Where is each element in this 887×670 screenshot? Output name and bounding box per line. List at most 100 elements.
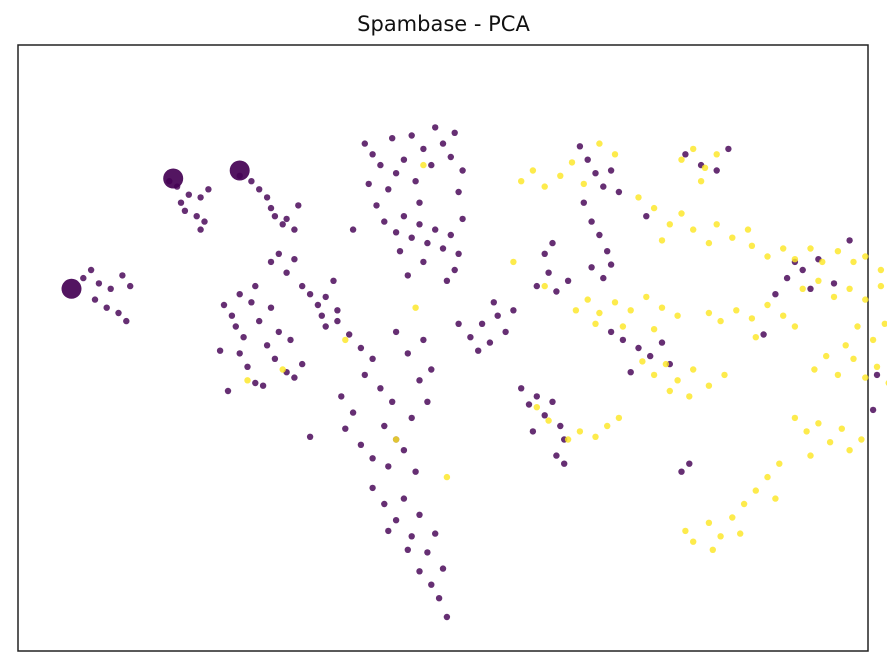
scatter-point-series-0-188	[830, 280, 838, 287]
scatter-point-series-0-202	[236, 291, 243, 298]
scatter-point-series-1-13	[690, 226, 697, 233]
scatter-point-series-1-85	[815, 420, 822, 427]
scatter-point-series-0-168	[596, 231, 603, 239]
scatter-point-series-0-15	[193, 213, 200, 220]
scatter-point-series-0-92	[459, 215, 466, 223]
scatter-point-series-0-185	[772, 291, 779, 298]
scatter-point-series-0-83	[392, 229, 400, 236]
scatter-point-series-0-154	[549, 398, 556, 405]
scatter-point-series-0-35	[244, 363, 251, 370]
scatter-point-series-0-128	[424, 549, 431, 556]
scatter-point-series-0-142	[502, 328, 509, 336]
scatter-point-series-1-54	[815, 277, 822, 284]
scatter-point-series-0-141	[494, 312, 501, 319]
scatter-point-series-0-135	[404, 546, 411, 553]
scatter-point-series-0-82	[381, 218, 388, 225]
scatter-point-series-1-89	[858, 436, 865, 443]
scatter-point-series-0-59	[330, 277, 337, 284]
scatter-point-series-1-57	[862, 296, 869, 303]
scatter-point-series-1-29	[834, 248, 842, 255]
scatter-point-series-1-75	[873, 363, 881, 370]
scatter-point-series-0-138	[467, 334, 474, 341]
scatter-point-series-0-129	[432, 530, 439, 537]
scatter-point-series-1-0	[518, 178, 525, 185]
scatter-point-series-1-28	[819, 258, 826, 266]
scatter-point-series-1-63	[662, 360, 670, 368]
scatter-point-series-1-104	[752, 487, 759, 494]
scatter-point-series-1-35	[584, 296, 591, 303]
scatter-point-series-0-31	[228, 312, 236, 319]
scatter-point-series-0-161	[584, 156, 591, 163]
scatter-point-series-0-63	[369, 151, 376, 158]
cluster-marker-2	[229, 160, 250, 181]
scatter-point-series-1-97	[533, 404, 540, 411]
scatter-point-series-0-96	[404, 272, 411, 279]
scatter-point-series-0-58	[318, 312, 325, 319]
scatter-point-series-0-106	[338, 393, 345, 400]
scatter-point-series-1-72	[834, 371, 842, 379]
scatter-point-series-1-56	[846, 285, 853, 292]
scatter-point-series-0-118	[420, 336, 427, 344]
scatter-point-series-0-159	[561, 460, 568, 467]
scatter-point-series-0-23	[263, 194, 271, 201]
scatter-point-series-1-51	[791, 323, 799, 330]
scatter-point-series-0-122	[369, 484, 376, 492]
scatter-point-series-0-179	[627, 369, 634, 376]
scatter-point-series-0-167	[588, 218, 595, 225]
scatter-point-series-0-100	[357, 344, 365, 352]
scatter-point-series-1-106	[772, 495, 779, 502]
scatter-point-series-0-22	[256, 186, 263, 193]
scatter-point-series-0-89	[439, 245, 447, 252]
scatter-point-series-1-11	[658, 237, 666, 244]
scatter-point-series-0-130	[439, 565, 447, 572]
scatter-point-series-0-102	[361, 371, 368, 379]
scatter-point-series-0-173	[607, 328, 615, 336]
scatter-point-series-1-16	[729, 234, 736, 241]
scatter-point-series-0-19	[197, 226, 204, 233]
scatter-point-series-1-20	[701, 164, 709, 171]
scatter-point-series-0-52	[283, 269, 290, 276]
scatter-point-series-1-96	[545, 417, 552, 424]
scatter-point-series-1-121	[510, 258, 517, 266]
scatter-point-series-0-8	[123, 317, 130, 325]
scatter-point-series-0-175	[635, 344, 642, 352]
scatter-point-series-0-124	[392, 517, 400, 524]
scatter-point-series-1-70	[811, 366, 818, 373]
scatter-point-series-0-165	[615, 188, 623, 196]
scatter-point-series-1-4	[568, 159, 576, 166]
scatter-point-series-0-91	[455, 250, 462, 257]
scatter-point-series-1-36	[596, 309, 603, 317]
scatter-point-series-0-104	[389, 398, 396, 405]
scatter-point-series-0-68	[408, 132, 415, 139]
scatter-point-series-0-34	[236, 350, 243, 357]
scatter-point-series-0-13	[181, 207, 189, 214]
scatter-point-series-0-101	[369, 355, 376, 362]
scatter-point-series-0-97	[443, 277, 451, 284]
scatter-point-series-0-123	[381, 500, 388, 508]
scatter-point-series-0-186	[783, 274, 791, 282]
scatter-point-series-1-112	[881, 320, 887, 327]
scatter-point-series-0-187	[799, 266, 806, 274]
scatter-point-series-0-133	[443, 613, 451, 621]
scatter-point-series-0-60	[322, 323, 329, 330]
scatter-point-series-0-88	[432, 226, 439, 233]
scatter-point-series-0-149	[564, 277, 572, 284]
scatter-point-series-1-118	[392, 436, 400, 443]
scatter-point-series-0-29	[295, 202, 302, 209]
scatter-point-series-0-112	[385, 463, 392, 470]
scatter-point-series-1-17	[744, 226, 752, 233]
scatter-point-series-0-166	[580, 199, 587, 206]
scatter-point-series-0-192	[807, 285, 814, 292]
scatter-point-series-0-79	[385, 186, 392, 193]
scatter-point-series-1-19	[690, 145, 697, 153]
scatter-point-series-1-92	[576, 428, 584, 435]
scatter-point-series-0-36	[252, 379, 259, 387]
scatter-point-series-0-5	[107, 285, 114, 292]
scatter-point-series-1-122	[420, 161, 427, 169]
scatter-point-series-0-67	[400, 156, 408, 163]
scatter-point-series-0-201	[306, 433, 314, 440]
scatter-point-series-0-99	[346, 331, 353, 338]
scatter-point-series-0-17	[201, 218, 208, 225]
scatter-point-series-0-7	[119, 272, 126, 279]
scatter-point-series-1-43	[619, 323, 627, 330]
